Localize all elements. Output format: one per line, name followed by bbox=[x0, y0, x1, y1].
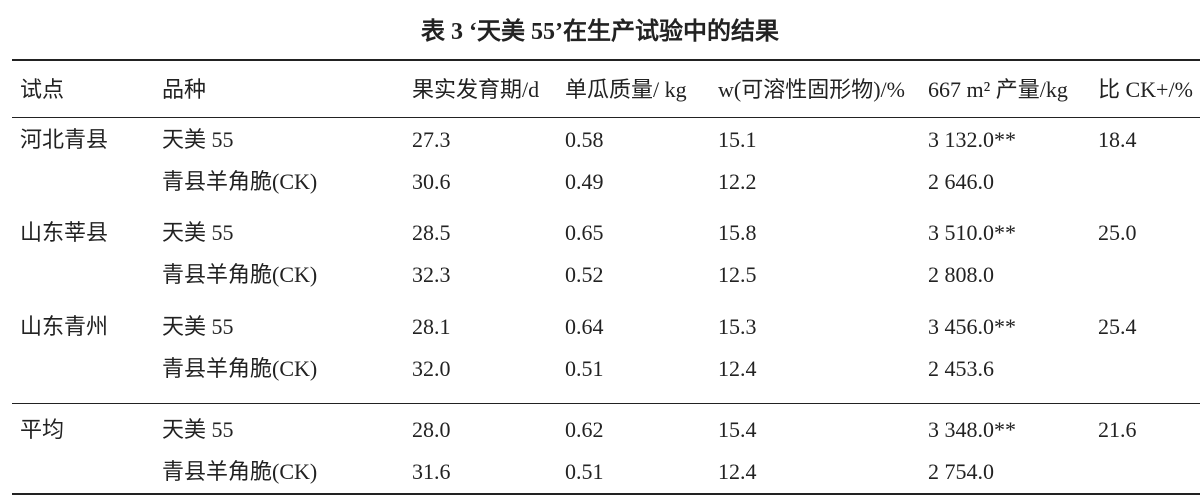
variety: 天美 55 bbox=[162, 417, 234, 442]
variety: 天美 55 bbox=[162, 220, 234, 245]
increase: 18.4 bbox=[1098, 127, 1137, 152]
growth-period: 28.1 bbox=[412, 314, 451, 339]
soluble-solids: 12.2 bbox=[718, 169, 757, 194]
growth-period: 30.6 bbox=[412, 169, 451, 194]
soluble-solids: 12.4 bbox=[718, 356, 757, 381]
yield: 3 348.0** bbox=[928, 417, 1016, 442]
yield: 3 510.0** bbox=[928, 220, 1016, 245]
column-header: 果实发育期/d bbox=[412, 77, 540, 102]
fruit-weight: 0.58 bbox=[565, 127, 604, 152]
variety: 青县羊角脆(CK) bbox=[162, 262, 318, 287]
fruit-weight: 0.51 bbox=[565, 459, 604, 484]
site: 山东莘县 bbox=[20, 220, 109, 245]
site: 平均 bbox=[20, 417, 65, 442]
table-title: 表 3 ‘天美 55’在生产试验中的结果 bbox=[421, 19, 779, 45]
bottom-rule bbox=[12, 493, 1200, 495]
increase: 25.4 bbox=[1098, 314, 1137, 339]
column-header: 比 CK+/% bbox=[1098, 77, 1193, 102]
variety: 天美 55 bbox=[162, 314, 234, 339]
yield: 2 754.0 bbox=[928, 459, 994, 484]
growth-period: 28.0 bbox=[412, 417, 451, 442]
growth-period: 28.5 bbox=[412, 220, 451, 245]
fruit-weight: 0.49 bbox=[565, 169, 604, 194]
variety: 天美 55 bbox=[162, 127, 234, 152]
yield: 2 453.6 bbox=[928, 356, 994, 381]
column-header: 667 m² 产量/kg bbox=[928, 77, 1068, 102]
soluble-solids: 15.3 bbox=[718, 314, 757, 339]
increase: 21.6 bbox=[1098, 417, 1137, 442]
site: 山东青州 bbox=[20, 314, 109, 339]
growth-period: 27.3 bbox=[412, 127, 451, 152]
growth-period: 31.6 bbox=[412, 459, 451, 484]
site: 河北青县 bbox=[20, 127, 109, 152]
header-rule bbox=[12, 117, 1200, 118]
variety: 青县羊角脆(CK) bbox=[162, 459, 318, 484]
fruit-weight: 0.62 bbox=[565, 417, 604, 442]
fruit-weight: 0.52 bbox=[565, 262, 604, 287]
column-header: 试点 bbox=[20, 77, 65, 102]
fruit-weight: 0.51 bbox=[565, 356, 604, 381]
column-header: w(可溶性固形物)/% bbox=[718, 77, 905, 102]
yield: 3 132.0** bbox=[928, 127, 1016, 152]
growth-period: 32.3 bbox=[412, 262, 451, 287]
soluble-solids: 15.8 bbox=[718, 220, 757, 245]
growth-period: 32.0 bbox=[412, 356, 451, 381]
yield: 2 646.0 bbox=[928, 169, 994, 194]
yield: 3 456.0** bbox=[928, 314, 1016, 339]
column-header: 品种 bbox=[162, 77, 207, 102]
yield: 2 808.0 bbox=[928, 262, 994, 287]
top-rule bbox=[12, 59, 1200, 61]
soluble-solids: 12.5 bbox=[718, 262, 757, 287]
column-header: 单瓜质量/ kg bbox=[565, 77, 687, 102]
fruit-weight: 0.65 bbox=[565, 220, 604, 245]
fruit-weight: 0.64 bbox=[565, 314, 604, 339]
variety: 青县羊角脆(CK) bbox=[162, 169, 318, 194]
soluble-solids: 15.4 bbox=[718, 417, 757, 442]
variety: 青县羊角脆(CK) bbox=[162, 356, 318, 381]
soluble-solids: 15.1 bbox=[718, 127, 757, 152]
soluble-solids: 12.4 bbox=[718, 459, 757, 484]
increase: 25.0 bbox=[1098, 220, 1137, 245]
group-rule bbox=[12, 403, 1200, 404]
